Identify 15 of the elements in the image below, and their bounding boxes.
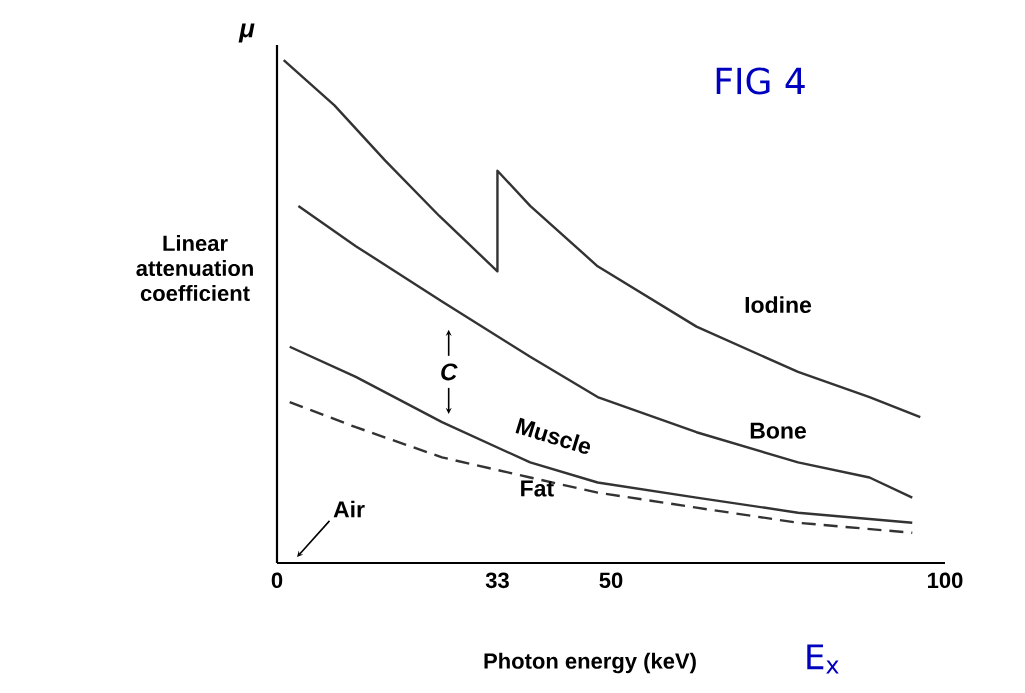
chart-title: FIG 4 <box>716 67 805 95</box>
text: μ <box>238 23 255 43</box>
series-label: Iodine <box>745 296 812 314</box>
y-axis-title: Linear attenuation coefficient <box>136 234 253 302</box>
text: E$_{x}$ <box>807 644 839 674</box>
annotation: Air <box>333 500 365 518</box>
x-tick-label: 100 <box>928 572 963 589</box>
x-tick-label: 33 <box>485 572 509 589</box>
text: Muscle <box>515 417 590 454</box>
series-label: Bone <box>750 422 806 439</box>
series-label: Fat <box>521 480 554 497</box>
x-axis-title: Photon energy (keV) <box>484 652 696 674</box>
x-tick-label: 0 <box>271 572 283 589</box>
x-tick-label: 50 <box>599 572 623 589</box>
annotation: C <box>441 363 458 381</box>
